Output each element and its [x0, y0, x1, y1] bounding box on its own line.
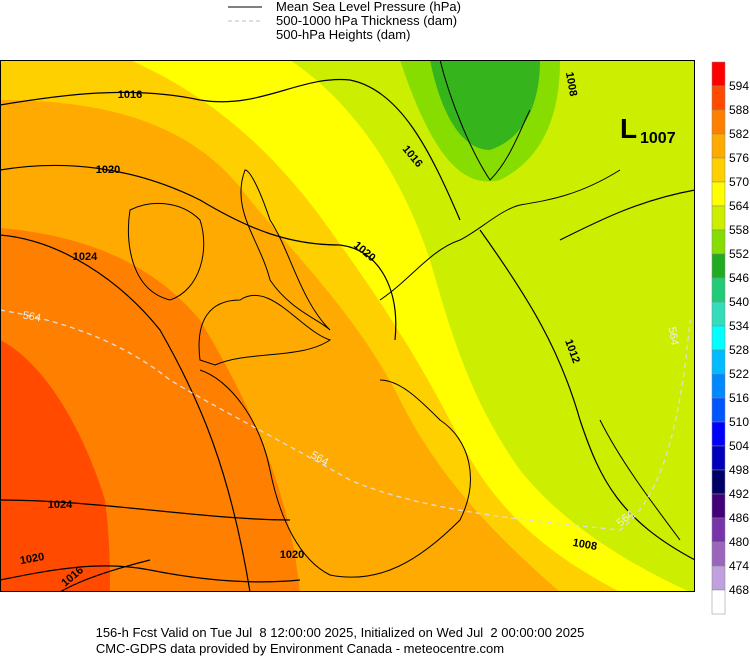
isobar-label: 1020	[19, 551, 45, 567]
colorbar-label: 510	[729, 415, 749, 429]
color-box	[711, 325, 726, 351]
colorbar-label: 474	[729, 559, 749, 573]
colorbar-label: 576	[729, 151, 749, 165]
colorbar-label: 522	[729, 367, 749, 381]
color-box	[711, 445, 726, 471]
colorbar-label: 492	[729, 487, 749, 501]
isobar-label: 1024	[73, 251, 98, 263]
colorbar-label: 564	[729, 199, 749, 213]
color-box	[711, 301, 726, 327]
color-box	[711, 61, 726, 87]
legend-text: 500-1000 hPa Thickness (dam)	[276, 13, 457, 28]
colorbar-label: 570	[729, 175, 749, 189]
color-box	[711, 469, 726, 495]
low-letter: L	[620, 113, 637, 144]
colorbar: 594 588 582 576 570 564 558 552 546 540 534 528 522 5…	[711, 61, 749, 615]
field	[290, 60, 695, 592]
colorbar-label: 552	[729, 247, 749, 261]
color-box	[711, 277, 726, 303]
color-box	[711, 349, 726, 375]
footer-text: CMC-GDPS data provided by Environment Ca…	[96, 641, 504, 656]
colorbar-label: 546	[729, 271, 749, 285]
colorbar-label: 504	[729, 439, 749, 453]
color-box	[711, 565, 726, 591]
colorbar-label: 480	[729, 535, 749, 549]
thickness-line	[0, 309, 691, 531]
colorbar-label: 582	[729, 127, 749, 141]
color-box	[711, 205, 726, 231]
legend-text: 500-hPa Heights (dam)	[276, 27, 410, 42]
color-box	[711, 181, 726, 207]
thickness-label: 564	[22, 309, 42, 324]
field	[0, 340, 110, 592]
color-box	[711, 421, 726, 447]
color-box	[711, 157, 726, 183]
color-box	[711, 517, 726, 543]
colorbar-label: 540	[729, 295, 749, 309]
colorbar-label: 468	[729, 583, 749, 597]
color-box	[711, 493, 726, 519]
isobar-label: 1008	[572, 537, 598, 553]
colorbar-label: 486	[729, 511, 749, 525]
color-box	[711, 397, 726, 423]
isobar-label: 1020	[96, 164, 120, 176]
map	[0, 60, 695, 592]
color-box	[711, 85, 726, 111]
color-box	[711, 253, 726, 279]
colorbar-label: 498	[729, 463, 749, 477]
isobar-label: 1020	[280, 549, 304, 561]
field	[430, 60, 540, 150]
thickness-label: 564	[666, 326, 681, 346]
map-frame	[0, 60, 695, 592]
isobar-label: 1016	[118, 89, 142, 101]
footer-text: 156-h Fcst Valid on Tue Jul 8 12:00:00 2…	[96, 625, 585, 640]
colorbar-label: 528	[729, 343, 749, 357]
colorbar-label: 594	[729, 79, 749, 93]
colorbar-label: 516	[729, 391, 749, 405]
colorbar-label: 588	[729, 103, 749, 117]
color-box	[711, 133, 726, 159]
isobar-label: 1008	[563, 71, 579, 97]
isobar	[0, 78, 695, 592]
color-box	[711, 589, 726, 615]
isobar-label: 1024	[48, 499, 73, 511]
color-box	[711, 109, 726, 135]
low-value: 1007	[640, 130, 676, 147]
coastline	[127, 60, 681, 578]
legend-text: Mean Sea Level Pressure (hPa)	[276, 0, 461, 14]
color-box	[711, 229, 726, 255]
color-box	[711, 373, 726, 399]
color-box	[711, 541, 726, 567]
colorbar-label: 534	[729, 319, 749, 333]
colorbar-label: 558	[729, 223, 749, 237]
